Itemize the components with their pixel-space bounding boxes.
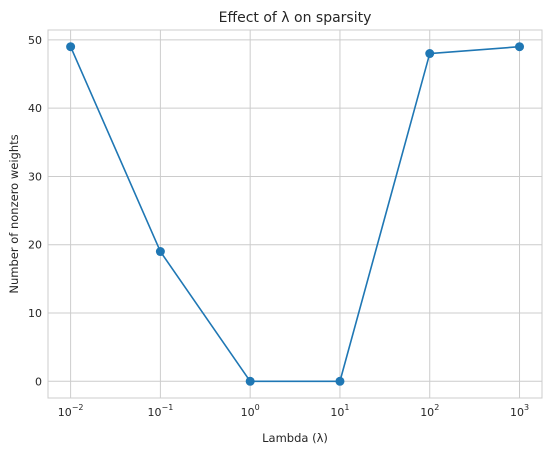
chart-title: Effect of λ on sparsity — [219, 10, 372, 26]
data-point — [245, 376, 255, 386]
x-tick-label: 10−2 — [58, 403, 84, 419]
data-point — [335, 376, 345, 386]
y-tick-label: 0 — [35, 375, 42, 388]
y-tick-labels: 0 10 20 30 40 50 — [28, 34, 42, 388]
plot-frame — [47, 29, 543, 399]
plot-area — [48, 30, 542, 398]
data-point — [515, 42, 525, 52]
data-point — [66, 42, 76, 52]
y-tick-label: 40 — [28, 102, 42, 115]
x-tick-label: 100 — [241, 403, 260, 419]
x-axis-label: Lambda (λ) — [262, 431, 328, 445]
series-line — [69, 45, 520, 383]
y-tick-label: 30 — [28, 170, 42, 183]
x-tick-label: 103 — [510, 403, 529, 419]
y-tick-label: 50 — [28, 34, 42, 47]
x-tick-labels: 10−2 10−1 100 101 102 103 — [58, 403, 529, 419]
x-tick-label: 101 — [330, 403, 349, 419]
data-point — [155, 247, 165, 257]
x-tick-label: 102 — [420, 403, 439, 419]
series-group — [66, 42, 525, 386]
grid — [48, 30, 542, 398]
y-tick-label: 20 — [28, 239, 42, 252]
data-point — [425, 49, 435, 59]
x-tick-label: 10−1 — [147, 403, 173, 419]
y-tick-label: 10 — [28, 307, 42, 320]
y-axis-label: Number of nonzero weights — [7, 134, 21, 293]
